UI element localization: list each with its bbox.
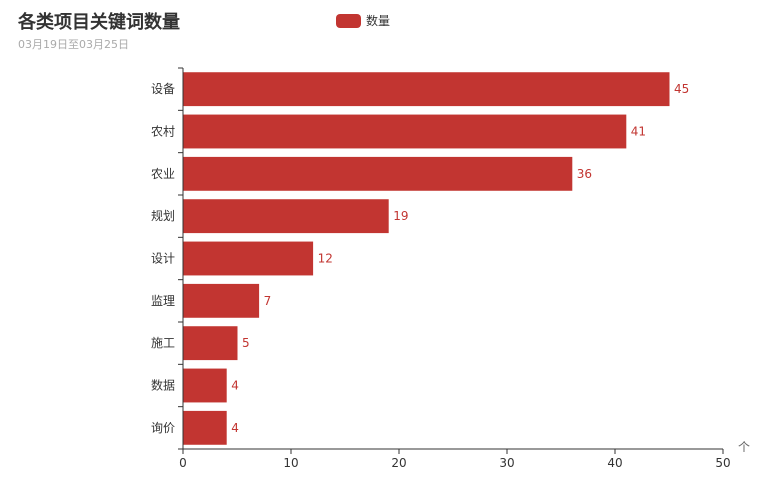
y-tick-label: 设备	[151, 82, 175, 96]
x-tick-label: 50	[715, 456, 730, 470]
bar-施工	[183, 326, 238, 361]
x-tick-label: 20	[391, 456, 406, 470]
data-label: 36	[577, 167, 592, 181]
data-label: 19	[393, 209, 408, 223]
data-label: 41	[631, 125, 646, 139]
bar-设备	[183, 72, 670, 107]
bar-监理	[183, 283, 260, 318]
x-tick-label: 40	[607, 456, 622, 470]
y-tick-label: 数据	[151, 378, 175, 393]
bar-农村	[183, 114, 627, 149]
data-label: 4	[231, 379, 239, 393]
bar-规划	[183, 199, 389, 234]
y-tick-label: 农业	[151, 167, 175, 181]
data-label: 45	[674, 82, 689, 96]
x-axis-unit-label: 个	[738, 440, 750, 454]
bar-数据	[183, 368, 227, 403]
bar-询价	[183, 410, 227, 445]
y-tick-label: 农村	[151, 125, 175, 139]
legend-swatch	[336, 13, 361, 28]
y-tick-label: 监理	[151, 294, 175, 308]
x-tick-label: 10	[283, 456, 298, 470]
data-label: 5	[242, 336, 250, 350]
data-label: 7	[264, 294, 272, 308]
x-tick-label: 0	[179, 456, 187, 470]
legend-label: 数量	[366, 14, 391, 28]
y-tick-label: 设计	[151, 252, 175, 266]
legend-item[interactable]: 数量	[336, 12, 390, 29]
data-label: 4	[231, 421, 239, 435]
y-tick-label: 规划	[151, 208, 175, 223]
bar-农业	[183, 156, 573, 191]
data-label: 12	[318, 252, 333, 266]
x-tick-label: 30	[499, 456, 514, 470]
y-tick-label: 询价	[151, 421, 175, 435]
bar-设计	[183, 241, 314, 276]
chart-subtitle: 03月19日至03月25日	[18, 38, 129, 51]
chart-title: 各类项目关键词数量	[18, 12, 180, 33]
y-tick-label: 施工	[151, 336, 175, 350]
